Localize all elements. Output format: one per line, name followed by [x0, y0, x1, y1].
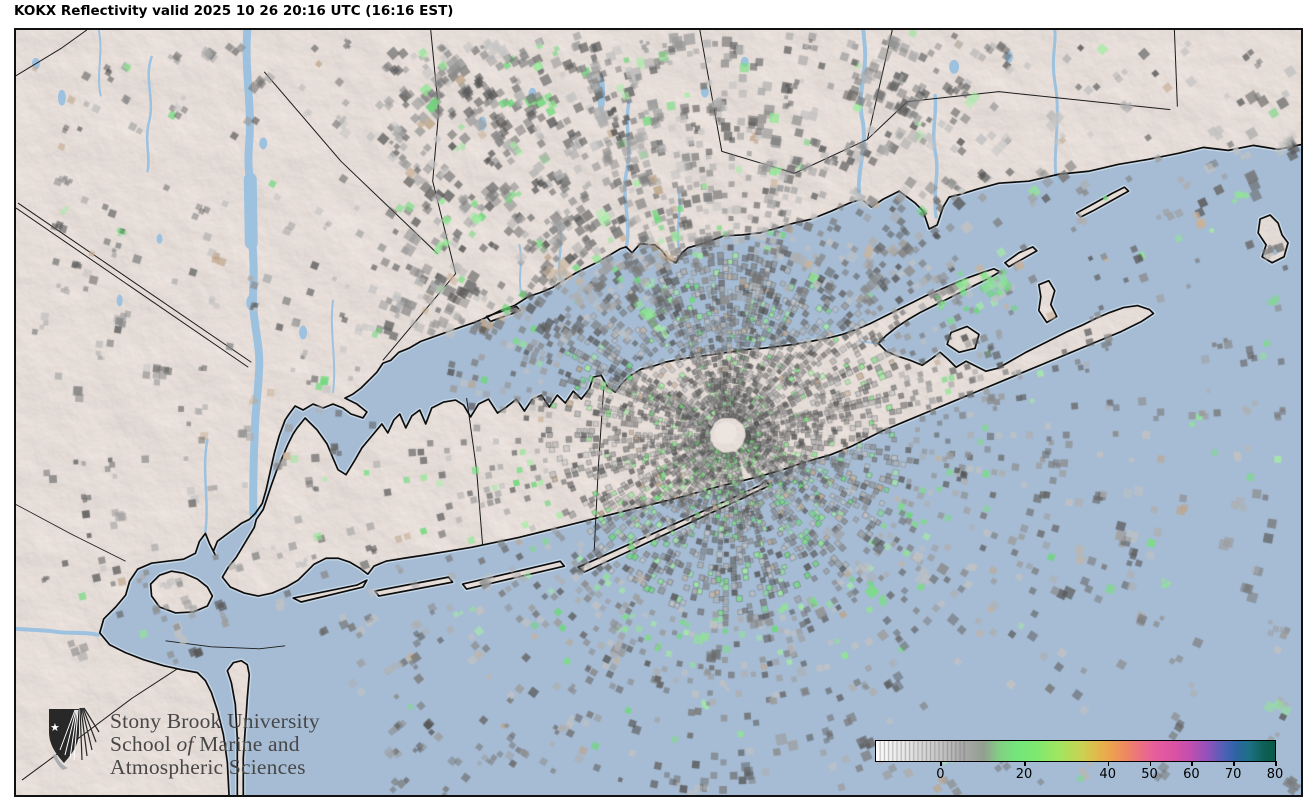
reflectivity-colorbar: 0 20 40 50 60 70 80: [875, 740, 1283, 782]
colorbar-tick: [1275, 761, 1277, 766]
colorbar-tick-label: 0: [936, 767, 945, 782]
colorbar-tick-label: 20: [1015, 767, 1033, 782]
colorbar-tick: [1149, 761, 1152, 766]
logo-line1: Stony Brook University: [110, 709, 320, 733]
colorbar-tick-label: 50: [1141, 767, 1158, 782]
radar-echoes-canvas: [16, 30, 1301, 795]
logo-line2: School of Marine and: [110, 732, 300, 756]
colorbar-tick: [1233, 761, 1235, 766]
colorbar-tick-label: 80: [1266, 767, 1284, 782]
logo-text: Stony Brook University School of Marine …: [110, 710, 320, 779]
radar-map: ★ Stony Brook University School of Marin…: [14, 28, 1303, 797]
colorbar-gradient: [875, 740, 1276, 762]
colorbar-tick-label: 70: [1224, 767, 1242, 782]
logo-line3: Atmospheric Sciences: [110, 755, 306, 779]
stonybrook-logo: ★ Stony Brook University School of Marin…: [42, 702, 320, 779]
colorbar-tick-label: 60: [1183, 767, 1200, 782]
colorbar-tick-label: 40: [1099, 767, 1116, 782]
page-title: KOKX Reflectivity valid 2025 10 26 20:16…: [14, 3, 454, 19]
colorbar-tick: [940, 761, 942, 766]
colorbar-tick: [1024, 761, 1026, 766]
svg-text:★: ★: [50, 721, 60, 734]
colorbar-tick: [1107, 761, 1110, 766]
stonybrook-shield-icon: ★: [49, 707, 100, 770]
colorbar-tick: [1191, 761, 1193, 766]
